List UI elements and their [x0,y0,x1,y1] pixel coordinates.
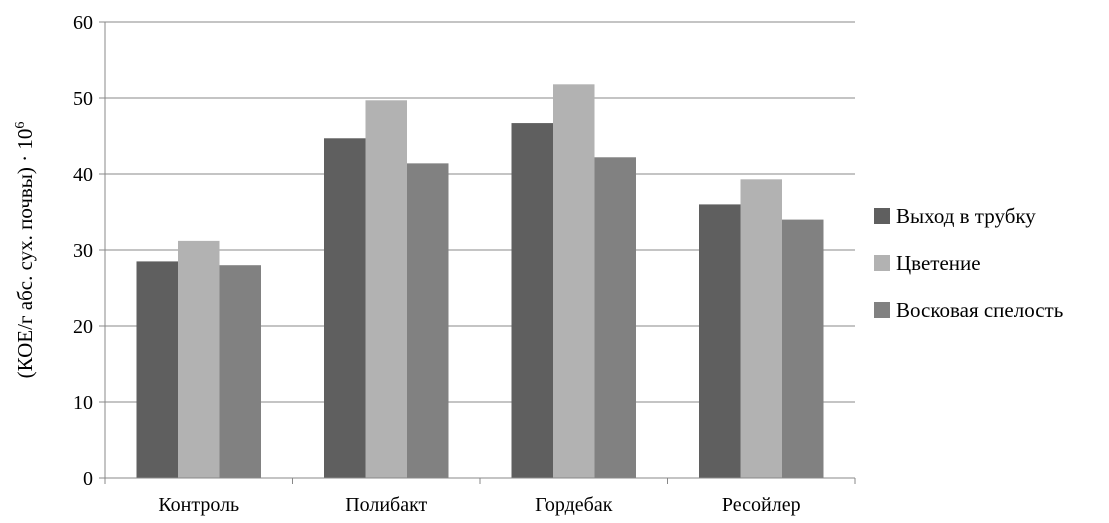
bar [782,219,824,478]
y-tick-label: 0 [83,468,93,490]
y-tick-labels: 0 10 20 30 40 50 60 [73,12,105,490]
y-tick-label: 50 [73,88,93,110]
bar [136,261,178,478]
legend-swatch [874,302,890,318]
x-tick-label: Ресойлер [722,494,801,516]
bar [594,157,636,478]
legend-label: Выход в трубку [896,204,1036,228]
y-tick-label: 30 [73,240,93,262]
legend-label: Восковая спелость [896,298,1063,322]
bar [219,265,261,478]
bar [178,240,220,478]
legend-label: Цветение [896,251,981,275]
bar [407,163,449,479]
bar [553,84,595,478]
bar [699,204,741,478]
x-tick-label: Контроль [158,494,239,516]
x-tick-labels: Контроль Полибакт Гордебак Ресойлер [104,478,856,516]
y-tick-label: 40 [73,164,93,186]
y-tick-label: 60 [73,12,93,34]
bar [365,100,407,478]
legend: Выход в трубку Цветение Восковая спелость [874,204,1063,322]
y-tick-label: 20 [73,316,93,338]
x-tick-label: Полибакт [345,494,427,516]
bars [136,84,824,479]
y-axis-label-text: (КОЕ/г абс. сух. почвы) · 10 [13,129,37,379]
bar [324,138,366,478]
y-axis-label: (КОЕ/г абс. сух. почвы) · 106 [13,122,37,379]
bar [511,123,553,478]
x-tick-label: Гордебак [535,494,613,516]
y-axis-label-superscript: 6 [13,122,28,129]
legend-swatch [874,255,890,271]
y-tick-label: 10 [73,392,93,414]
bar [740,179,782,478]
legend-swatch [874,208,890,224]
